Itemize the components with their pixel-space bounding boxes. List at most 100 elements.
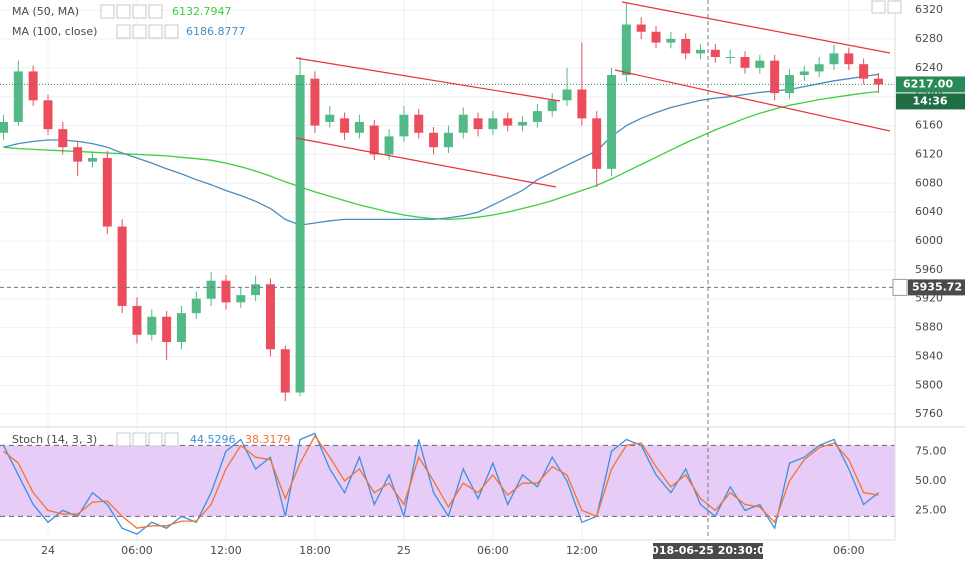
window-controls[interactable] (871, 0, 902, 14)
candle-body (829, 53, 839, 65)
stoch-line (2, 432, 879, 535)
trend-channels (295, 1, 891, 188)
candle-body (13, 71, 23, 122)
candle-body (354, 121, 364, 133)
candle-body (666, 38, 676, 43)
trend-line (295, 137, 557, 188)
x-tick-label: 18:00 (299, 544, 331, 557)
last-price-label: 6217.00 (903, 77, 953, 90)
x-tick-label: 06:00 (121, 544, 153, 557)
x-tick-label: 25 (397, 544, 411, 557)
plot (0, 2, 895, 535)
axis-labels: 5760580058405880592059606000604060806120… (41, 3, 965, 557)
indicator-value: 6132.7947 (172, 5, 232, 18)
indicator-name: Stoch (14, 3, 3) (12, 433, 97, 446)
candle-body (859, 64, 869, 79)
trend-line (295, 57, 561, 102)
indicator-controls[interactable] (116, 24, 179, 39)
crosshair-price-box (908, 279, 965, 296)
candle-body (176, 313, 186, 343)
candle-body (117, 226, 127, 306)
candle-body (221, 280, 231, 303)
candle-body (844, 53, 854, 65)
x-tick-label: 06:00 (477, 544, 509, 557)
crosshair-price: 5935.72 (912, 280, 962, 293)
time-label-box (653, 543, 763, 559)
candle-body (310, 78, 320, 126)
legend: MA (50, MA) 6132.7947 MA (100, close) 61… (12, 4, 291, 447)
candle-body (58, 129, 68, 148)
candle-body (562, 89, 572, 101)
y-tick-label: 5960 (915, 263, 943, 276)
candle-body (399, 114, 409, 137)
y-tick-label: 6240 (915, 61, 943, 74)
candle-body (651, 31, 661, 43)
stoch-line (3, 434, 879, 529)
trend-line (621, 1, 891, 54)
candle-body (162, 316, 172, 343)
y-tick-label: 5880 (915, 321, 943, 334)
candle-body (251, 284, 261, 296)
candle-body (503, 118, 513, 126)
candle-body (518, 121, 528, 126)
candle-body (636, 24, 646, 32)
candle-body (147, 316, 157, 335)
candle-body (488, 118, 498, 130)
y-tick-label: 6120 (915, 147, 943, 160)
candle-body (873, 78, 883, 85)
y-tick-label: 75.00 (915, 444, 947, 457)
candle-body (547, 100, 557, 112)
trend-line (614, 69, 891, 132)
candle-body (710, 49, 720, 58)
y-tick-label: 6320 (915, 3, 943, 16)
last-price-box (896, 76, 965, 93)
candle-body (429, 132, 439, 148)
candle-body (443, 132, 453, 148)
y-tick-label: 25.00 (915, 503, 947, 516)
indicator-controls[interactable] (100, 4, 163, 19)
candle-body (369, 125, 379, 155)
candle-body (295, 75, 305, 393)
indicator-value: 44.5296 (190, 433, 236, 446)
candle-body (132, 305, 142, 335)
crosshair-plus (892, 278, 908, 296)
candle-body (607, 75, 617, 169)
y-tick-label: 6160 (915, 119, 943, 132)
y-tick-label: 6040 (915, 205, 943, 218)
candle-body (206, 280, 216, 299)
candle-body (532, 111, 542, 122)
candle-body (43, 100, 53, 130)
candle-body (0, 121, 8, 133)
y-tick-label: 50.00 (915, 474, 947, 487)
crosshair-time: 2018-06-25 20:30:00 (644, 544, 773, 557)
candle-body (236, 295, 246, 303)
candle-body (799, 71, 809, 76)
candle-body (102, 158, 112, 227)
candle-body (265, 284, 275, 350)
y-tick-label: 5760 (915, 407, 943, 420)
candle-body (814, 64, 824, 72)
candle-body (325, 114, 335, 122)
candle-body (740, 57, 750, 68)
candle-body (73, 147, 83, 162)
x-tick-label: 24 (41, 544, 55, 557)
y-tick-label: 6080 (915, 176, 943, 189)
x-tick-label: 12:00 (210, 544, 242, 557)
candle-body (28, 71, 38, 101)
candle-body (473, 118, 483, 130)
indicator-name: MA (100, close) (12, 25, 97, 38)
candle-body (755, 60, 765, 68)
indicator-value: 38.3179 (245, 433, 291, 446)
candle-body (414, 114, 424, 133)
y-tick-label: 6000 (915, 234, 943, 247)
candle-body (340, 118, 350, 133)
y-tick-label: 5800 (915, 378, 943, 391)
indicator-name: MA (50, MA) (12, 5, 79, 18)
candle-body (191, 298, 201, 314)
candle-body (681, 38, 691, 54)
candle-body (725, 57, 735, 59)
y-tick-label: 5840 (915, 349, 943, 362)
candle-body (384, 136, 394, 155)
indicator-controls[interactable] (116, 432, 179, 447)
